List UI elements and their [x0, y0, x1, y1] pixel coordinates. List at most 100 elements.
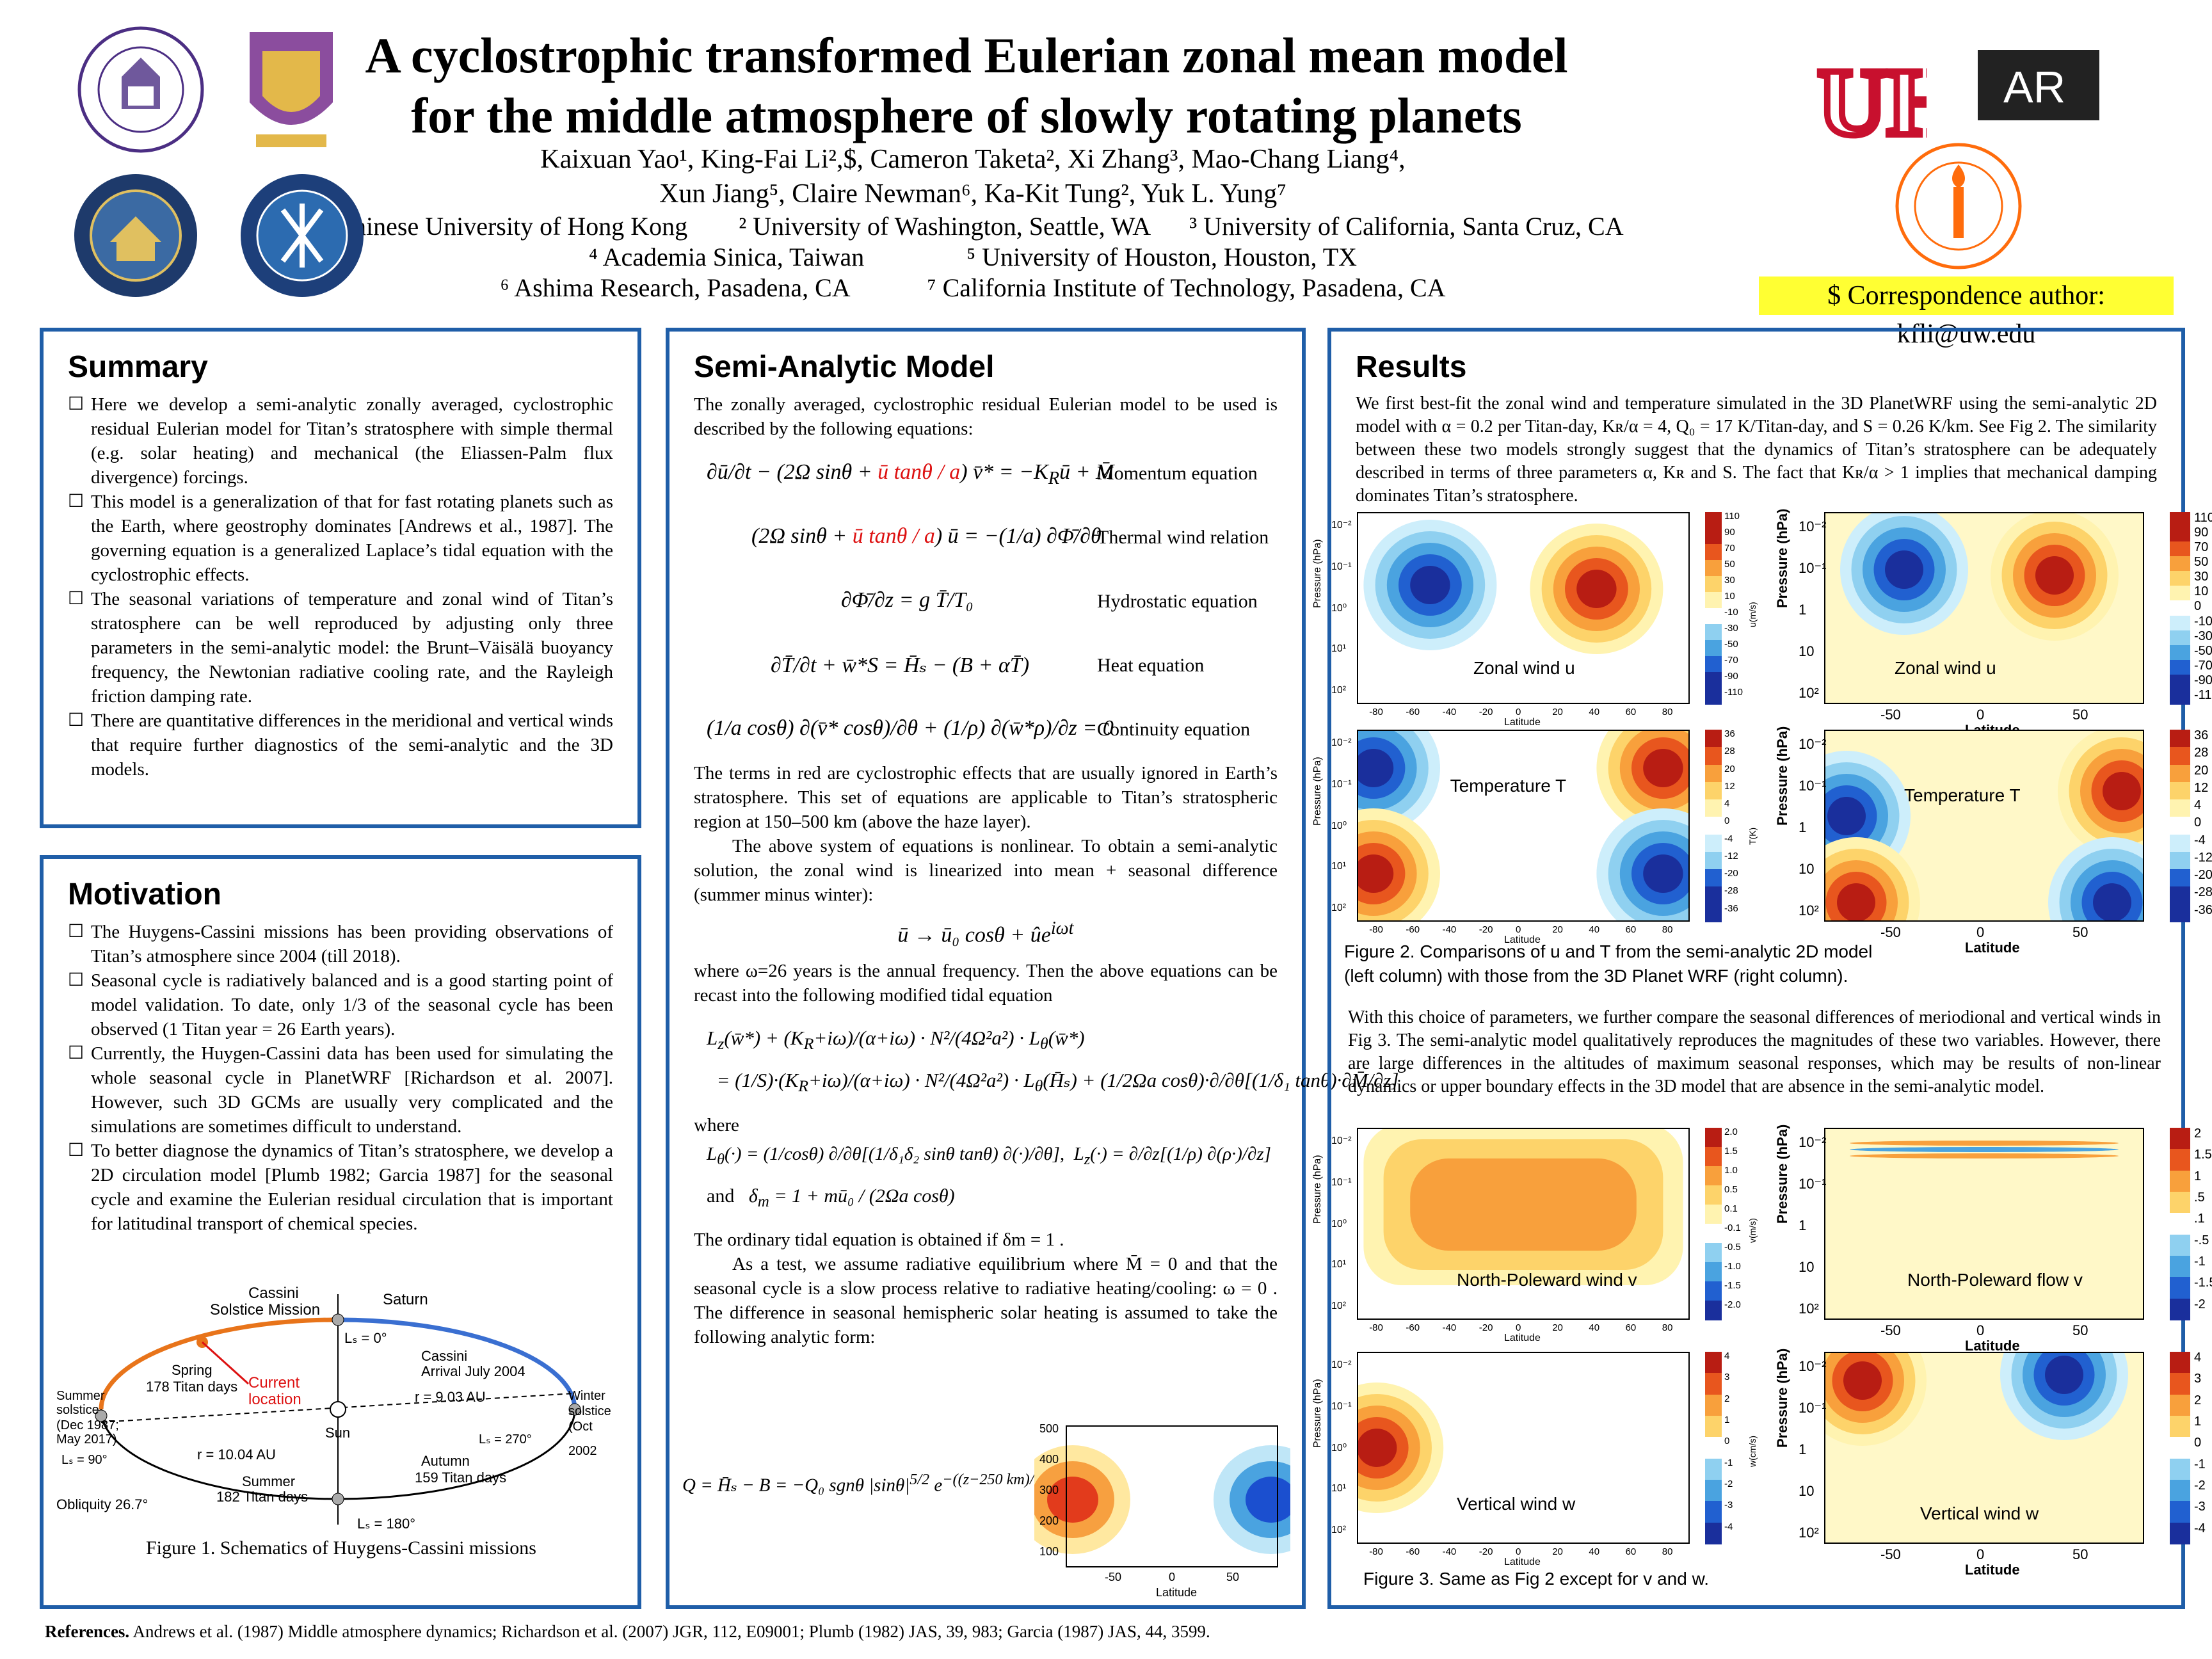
colorbar-tick: -4 [1724, 1521, 1733, 1532]
y-tick: 10¹ [1331, 861, 1347, 872]
x-tick: 20 [1552, 1546, 1563, 1557]
x-tick: 20 [1552, 707, 1563, 717]
y-tick: 10⁻² [1331, 520, 1352, 531]
affiliations-row-3: ⁶ Ashima Research, Pasadena, CA ⁷ Califo… [500, 273, 1446, 302]
colorbar-segment [1705, 512, 1722, 529]
caltech-seal-icon [1895, 142, 2023, 273]
contour-level [1827, 797, 1866, 835]
fig1-ls0: Lₛ = 0° [344, 1330, 387, 1346]
x-tick: 60 [1625, 1322, 1637, 1333]
colorbar-segment [2170, 851, 2190, 870]
colorbar-tick: 3 [2194, 1372, 2202, 1386]
heat-eq: ∂T̄/∂t + w̄*S = H̄ₛ − (B + αT̄) [771, 653, 1030, 677]
colorbar-unit: w(cm/s) [1747, 1436, 1758, 1467]
cuhk-crest-icon [243, 26, 339, 157]
motivation-item: Seasonal cycle is radiatively balanced a… [68, 968, 613, 1041]
x-tick: 80 [1662, 924, 1673, 935]
colorbar-segment [1705, 1262, 1722, 1282]
colorbar-segment [1705, 1480, 1722, 1502]
contour-level [1643, 854, 1683, 893]
colorbar-tick: 1 [2194, 1169, 2202, 1183]
colorbar-segment [1705, 904, 1722, 922]
fig1-cassini: Cassini [248, 1285, 299, 1302]
fig1-ls270: Lₛ = 270° [479, 1432, 532, 1447]
colorbar-tick: -1 [2194, 1457, 2206, 1471]
colorbar-segment [2170, 645, 2190, 661]
colorbar-tick: 4 [2194, 798, 2202, 813]
colorbar-tick: 0 [2194, 599, 2202, 614]
summary-item: There are quantitative differences in th… [68, 709, 613, 781]
fig1-summer-dates2: May 2017) [56, 1432, 117, 1447]
colorbar-segment [2170, 1394, 2190, 1416]
colorbar-tick: -4 [2194, 833, 2206, 847]
colorbar-segment [2170, 1213, 2190, 1235]
x-tick: -40 [1442, 1546, 1457, 1557]
panel-label: Temperature T [1904, 785, 2021, 805]
y-axis-label: Pressure (hPa) [1774, 726, 1790, 826]
colorbar-segment [2170, 869, 2190, 888]
x-tick: -50 [1880, 1322, 1901, 1338]
panel-label: Zonal wind u [1473, 658, 1575, 678]
colorbar-segment [2170, 586, 2190, 602]
y-tick: 1 [1799, 1441, 1807, 1457]
fig1-cassini-arrival: Cassini [421, 1348, 468, 1364]
academia-sinica-seal-icon [238, 172, 366, 303]
colorbar-segment [1705, 869, 1722, 888]
colorbar-tick: 50 [1724, 559, 1735, 570]
motivation-item: Currently, the Huygen-Cassini data has b… [68, 1041, 613, 1139]
y-tick: 10² [1799, 685, 1819, 701]
x-tick: -20 [1479, 1322, 1493, 1333]
colorbar-tick: -1.5 [2194, 1276, 2212, 1290]
contour-panel: North-Poleward wind v [1357, 1128, 1690, 1320]
y-tick: 300 [1039, 1484, 1059, 1496]
contour-level [1885, 550, 1923, 589]
colorbar-tick: 0 [1724, 815, 1730, 827]
colorbar-tick: 28 [1724, 746, 1735, 757]
colorbar-segment [1705, 834, 1722, 853]
colorbar-segment [1705, 1458, 1722, 1480]
fig1-arrival: Arrival July 2004 [421, 1363, 525, 1379]
x-tick: -20 [1479, 924, 1493, 935]
summary-item: Here we develop a semi-analytic zonally … [68, 392, 613, 490]
colorbar-segment [1705, 688, 1722, 705]
colorbar-segment [1705, 1281, 1722, 1301]
semi-analytic-model-panel: Semi-Analytic Model The zonally averaged… [666, 328, 1399, 1609]
x-tick: 20 [1552, 1322, 1563, 1333]
colorbar-tick: -3 [1724, 1500, 1733, 1511]
fig1-spring-days: 178 Titan days [146, 1379, 238, 1395]
colorbar-tick: -.5 [2194, 1233, 2209, 1247]
x-axis-label: Latitude [1504, 717, 1541, 728]
x-tick: 0 [1976, 1546, 1985, 1562]
colorbar-segment [1705, 1373, 1722, 1395]
figure-2-caption: Figure 2. Comparisons of u and T from th… [1344, 942, 1873, 986]
panel-label: Vertical wind w [1457, 1494, 1576, 1514]
colorbar-tick: -10 [2194, 614, 2212, 629]
x-axis-label: Latitude [1504, 1557, 1541, 1567]
colorbar-segment [2170, 1416, 2190, 1438]
colorbar-segment [2170, 659, 2190, 675]
colorbar-segment [2170, 799, 2190, 818]
colorbar-tick: -2 [2194, 1297, 2206, 1311]
x-tick: -60 [1406, 1322, 1420, 1333]
y-tick: 10² [1331, 902, 1347, 913]
colorbar-tick: -50 [1724, 639, 1738, 650]
y-tick: 10⁻¹ [1331, 1177, 1352, 1188]
colorbar-segment [2170, 1298, 2190, 1320]
colorbar-tick: -2 [1724, 1479, 1733, 1489]
author-block: Kaixuan Yao¹, King-Fai Li²,$, Cameron Ta… [307, 142, 1639, 303]
contour-level [1357, 1429, 1397, 1467]
colorbar-tick: 28 [2194, 746, 2209, 760]
y-tick: 10⁻² [1331, 737, 1352, 748]
panel-label: Temperature T [1450, 776, 1567, 796]
x-axis-label: Latitude [1965, 940, 2020, 956]
model-para-5: As a test, we assume radiative equilibri… [694, 1253, 1278, 1347]
linearization-eq: ū → ū₀ cosθ + ûeiωt [897, 918, 1074, 947]
colorbar-tick: 50 [2194, 555, 2209, 570]
uc-seal-icon [72, 172, 200, 303]
colorbar-tick: 110 [1724, 511, 1740, 522]
governing-equations: ∂ū/∂t − (2Ω sinθ + ū tanθ / a) v̄* = −KR… [694, 447, 1278, 748]
fig1-ls180: Lₛ = 180° [357, 1516, 416, 1532]
y-tick: 10 [1799, 1259, 1815, 1275]
colorbar-tick: -10 [1724, 607, 1738, 618]
colorbar-tick: -30 [2194, 629, 2212, 643]
